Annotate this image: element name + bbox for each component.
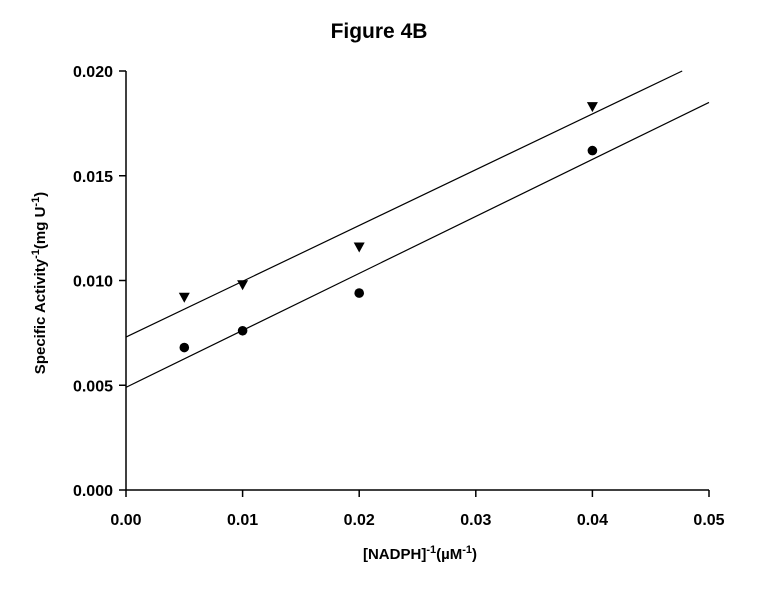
y-tick-label: 0.015 bbox=[73, 169, 113, 186]
x-tick-label: 0.00 bbox=[110, 512, 141, 529]
axis-label-superscript: -1 bbox=[30, 249, 42, 259]
y-tick-label: 0.000 bbox=[73, 483, 113, 500]
y-axis-ticks: 0.000 0.005 0.010 0.015 0.020 bbox=[73, 64, 126, 500]
fit-line-series-1 bbox=[125, 70, 683, 338]
y-tick-label: 0.020 bbox=[73, 64, 113, 81]
data-point-triangle bbox=[178, 292, 190, 303]
x-tick-label: 0.03 bbox=[460, 512, 491, 529]
data-point-circle bbox=[587, 145, 598, 156]
axis-label-text: (µM bbox=[436, 546, 462, 563]
y-tick-label: 0.005 bbox=[73, 378, 113, 395]
plot-area: 0.00 0.01 0.02 0.03 0.04 0.05 0.000 0.005 0.010… bbox=[73, 64, 725, 529]
x-tick-label: 0.05 bbox=[693, 512, 724, 529]
axis-label-text: ) bbox=[472, 546, 477, 563]
axis-label-superscript: -1 bbox=[426, 544, 436, 556]
y-axis-label: Specific Activity-1(mg U-1) bbox=[30, 192, 49, 374]
axis-label-superscript: -1 bbox=[462, 544, 472, 556]
fit-lines bbox=[125, 70, 710, 388]
axis-label-text: [NADPH] bbox=[363, 546, 426, 563]
axis-label-text: ) bbox=[32, 192, 49, 197]
axis-label-text: (mg U bbox=[32, 207, 49, 250]
data-point-circle bbox=[354, 288, 365, 298]
data-point-triangle bbox=[586, 102, 598, 113]
x-tick-label: 0.04 bbox=[577, 512, 608, 529]
data-point-circle bbox=[237, 325, 248, 336]
x-axis-label: [NADPH]-1(µM-1) bbox=[363, 544, 477, 563]
axis-label-text: Specific Activity bbox=[32, 258, 49, 374]
x-tick-label: 0.01 bbox=[227, 512, 258, 529]
data-point-circle bbox=[179, 342, 190, 353]
data-point-triangle bbox=[353, 242, 365, 253]
x-axis-ticks: 0.00 0.01 0.02 0.03 0.04 0.05 bbox=[110, 490, 725, 529]
x-tick-label: 0.02 bbox=[344, 512, 375, 529]
data-point-triangle bbox=[237, 280, 249, 291]
fit-line-series-2 bbox=[125, 101, 710, 388]
axis-label-superscript: -1 bbox=[30, 197, 42, 207]
data-points bbox=[178, 102, 598, 353]
chart-title: Figure 4B bbox=[331, 20, 428, 43]
y-tick-label: 0.010 bbox=[73, 274, 113, 291]
